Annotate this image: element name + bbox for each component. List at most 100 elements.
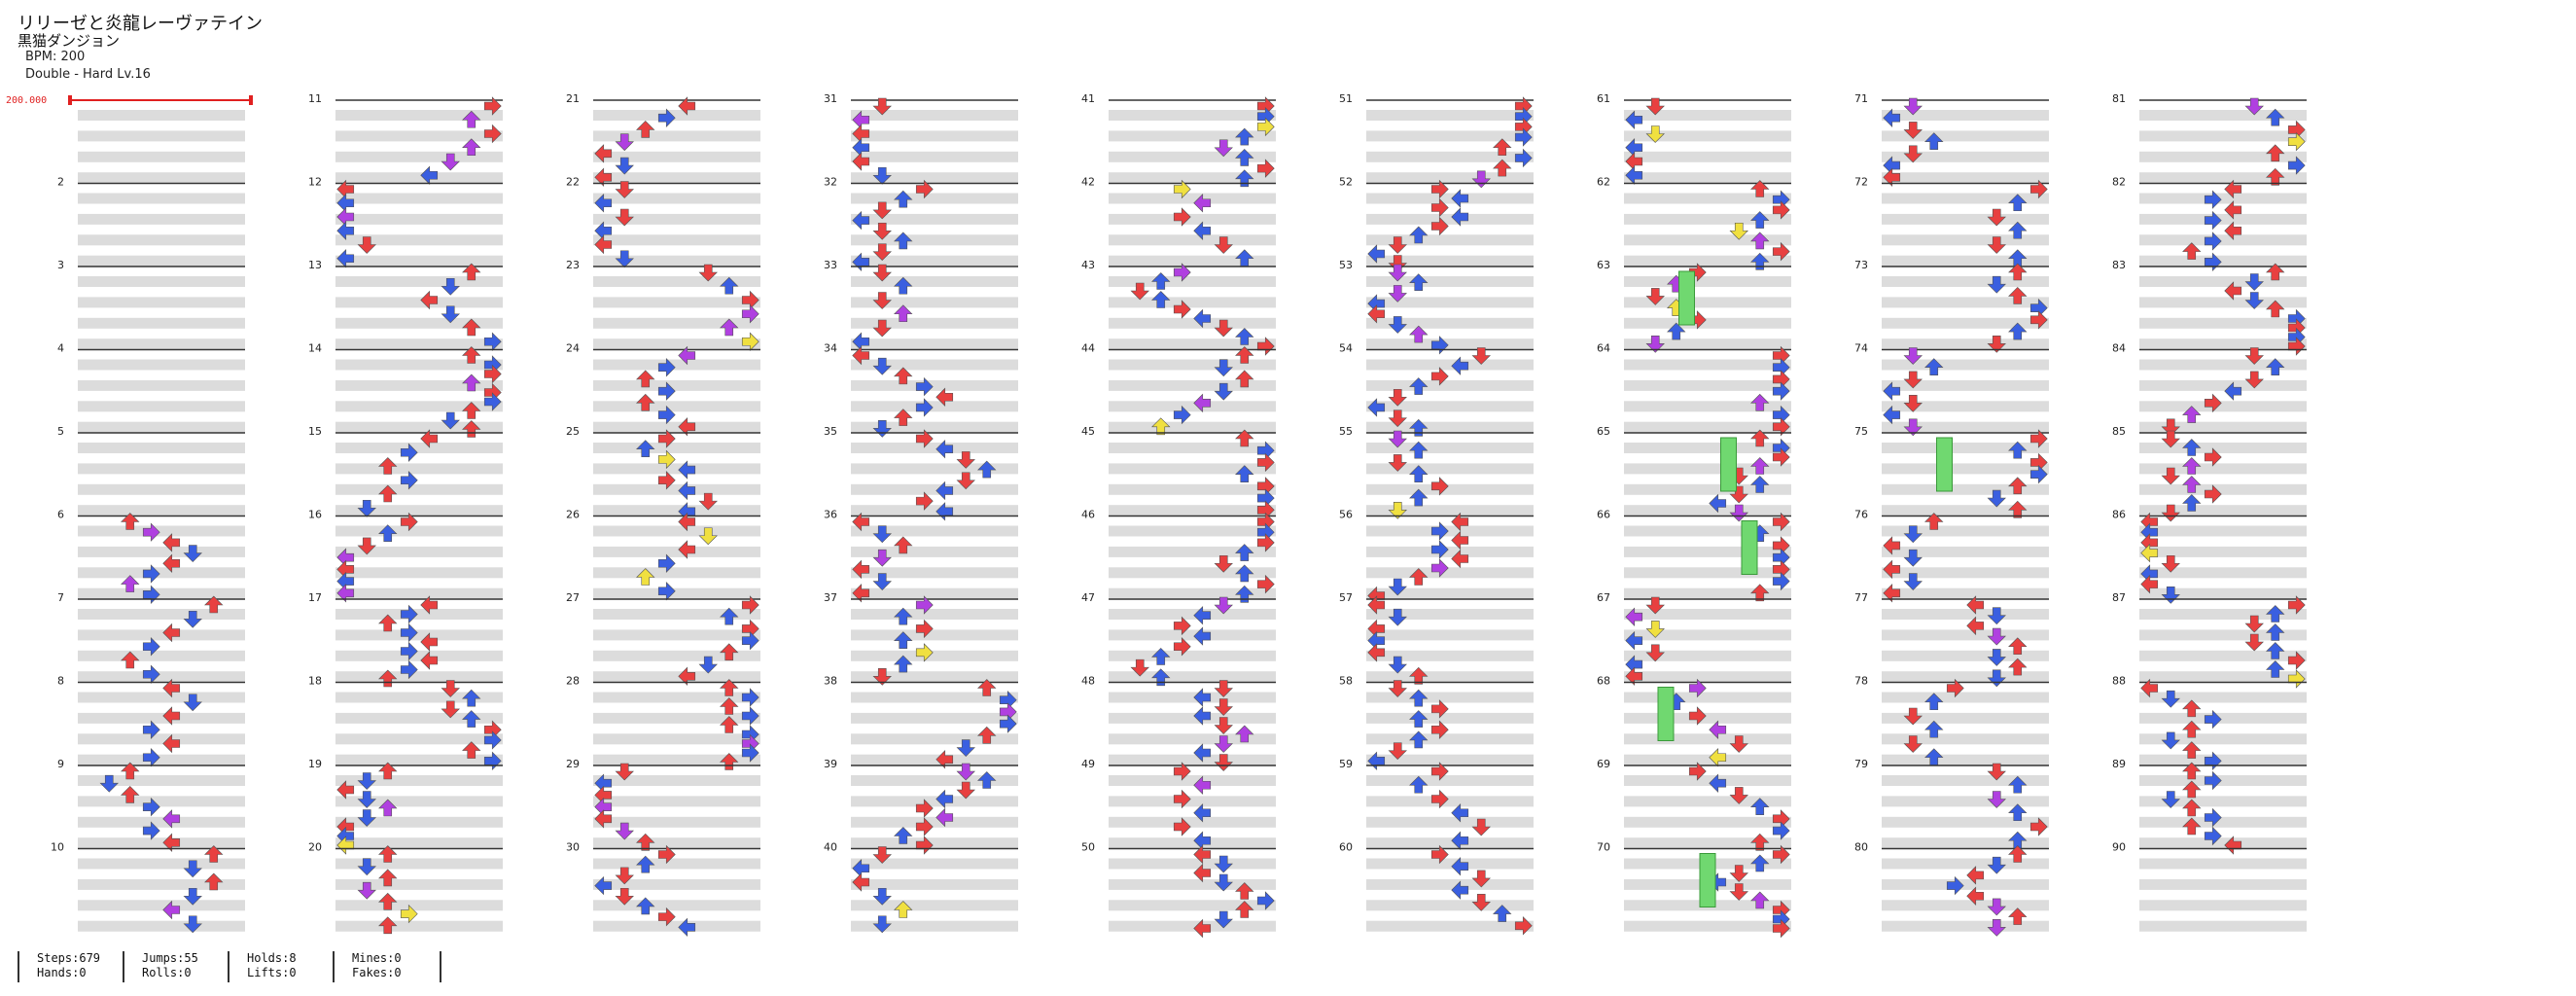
beat-band	[78, 421, 245, 433]
beat-band	[2139, 816, 2307, 828]
measure-number: 12	[308, 176, 322, 189]
beat-band	[78, 546, 245, 557]
step-arrow	[1750, 180, 1770, 197]
beat-band	[335, 754, 503, 765]
measure-number: 19	[308, 758, 322, 770]
step-arrow	[935, 502, 954, 521]
step-arrow	[894, 631, 913, 649]
beat-band	[851, 443, 1018, 453]
step-arrow	[1367, 595, 1386, 615]
step-arrow	[121, 575, 140, 592]
beat-band	[851, 754, 1018, 765]
beat-band	[2139, 193, 2307, 204]
step-arrow	[1451, 803, 1469, 823]
step-arrow	[1750, 584, 1770, 602]
beat-band	[1882, 443, 2049, 453]
beat-band	[851, 796, 1018, 807]
step-arrow	[615, 867, 634, 885]
step-arrow	[1987, 627, 2006, 646]
step-arrow	[894, 827, 913, 844]
beat-band	[593, 712, 760, 724]
beat-band	[1882, 587, 2049, 599]
beat-band	[593, 920, 760, 932]
beat-band	[78, 587, 245, 599]
step-arrow	[2182, 439, 2202, 456]
step-arrow	[698, 264, 718, 282]
beat-band	[2139, 172, 2307, 184]
step-arrow	[2244, 97, 2264, 116]
beat-band	[2139, 213, 2307, 225]
measure-number: 56	[1339, 509, 1353, 521]
beat-band	[78, 692, 245, 703]
beat-band	[1882, 151, 2049, 162]
step-arrow	[1214, 596, 1233, 615]
measure-number: 28	[566, 675, 580, 688]
step-arrow	[2008, 287, 2028, 304]
step-arrow	[1173, 637, 1191, 657]
beat-band	[1882, 775, 2049, 786]
step-arrow	[1409, 226, 1429, 244]
step-arrow	[1903, 418, 1923, 437]
beat-band	[1882, 609, 2049, 620]
step-arrow	[894, 536, 913, 554]
step-arrow	[977, 679, 997, 696]
measure-number: 26	[566, 509, 580, 521]
beat-band	[2139, 629, 2307, 641]
measure-number: 66	[1597, 509, 1610, 521]
step-arrow	[2287, 156, 2306, 175]
beat-band	[1366, 255, 1534, 267]
beat-band	[78, 712, 245, 724]
beat-band	[78, 213, 245, 225]
beat-band	[78, 234, 245, 246]
beat-band	[593, 609, 760, 620]
step-arrow	[1388, 285, 1407, 302]
step-arrow	[1235, 901, 1254, 918]
measure-number: 9	[57, 758, 64, 770]
step-arrow	[378, 762, 398, 780]
beat-band	[78, 317, 245, 329]
measure-number: 58	[1339, 675, 1353, 688]
step-arrow	[935, 480, 954, 501]
step-arrow	[1451, 856, 1469, 876]
beat-band	[2139, 505, 2307, 516]
beat-band	[2139, 900, 2307, 911]
step-arrow	[698, 492, 718, 511]
measure-number: 83	[2112, 259, 2126, 271]
step-arrow	[1173, 789, 1191, 809]
step-arrow	[1173, 179, 1191, 199]
beat-band	[851, 733, 1018, 745]
step-arrow	[1645, 97, 1665, 116]
step-arrow	[420, 651, 439, 670]
measure-number: 22	[566, 176, 580, 189]
beat-band	[1109, 359, 1276, 371]
step-arrow	[357, 499, 376, 517]
step-arrow	[462, 346, 481, 364]
step-arrow	[2224, 281, 2242, 301]
measure-number: 88	[2112, 675, 2126, 688]
beat-band	[1882, 567, 2049, 579]
step-arrow	[378, 869, 398, 887]
beat-band	[335, 858, 503, 870]
beat-band	[1366, 920, 1534, 932]
steps-count: Steps:679	[37, 951, 101, 965]
step-arrow	[1430, 197, 1449, 218]
step-arrow	[636, 440, 655, 457]
step-arrow	[935, 387, 954, 407]
step-arrow	[1645, 644, 1665, 662]
step-arrow	[1903, 549, 1923, 567]
beat-band	[1882, 692, 2049, 703]
beat-band	[335, 567, 503, 579]
step-arrow	[462, 374, 481, 392]
step-arrow	[378, 614, 398, 632]
step-arrow	[657, 907, 676, 927]
beat-band	[1882, 505, 2049, 516]
step-arrow	[2008, 441, 2028, 459]
beat-band	[1624, 130, 1791, 142]
stat-group-holds: Holds:8 Lifts:0	[228, 951, 333, 982]
beat-band	[851, 650, 1018, 661]
step-arrow	[1729, 485, 1748, 504]
step-arrow	[378, 892, 398, 910]
beat-band	[593, 796, 760, 807]
beat-band	[2139, 401, 2307, 412]
